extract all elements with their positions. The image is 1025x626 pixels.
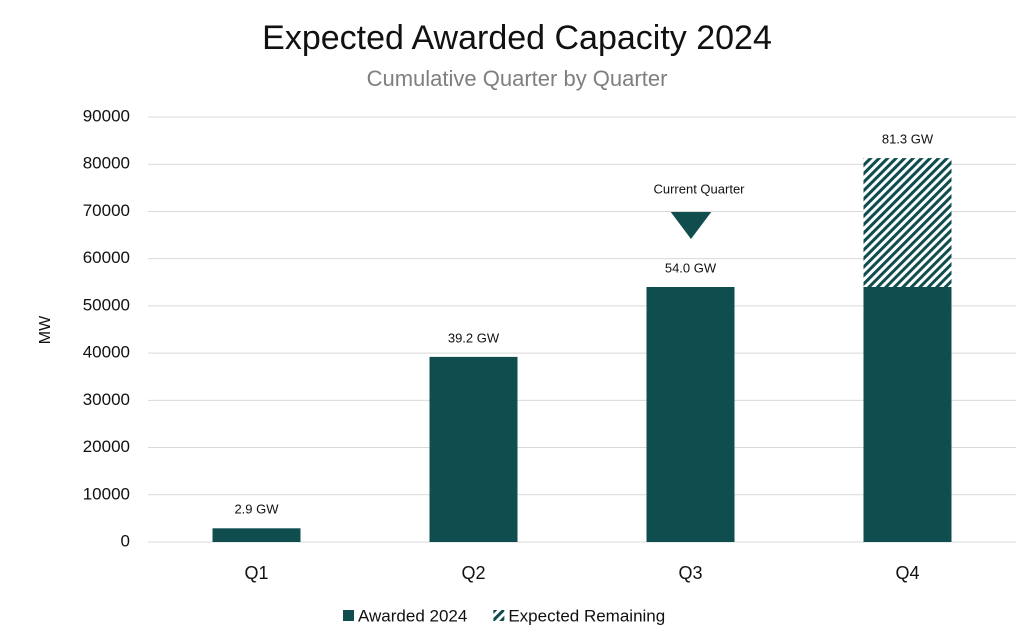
annotation: Current Quarter xyxy=(653,181,745,196)
bar-segment xyxy=(863,158,952,287)
y-axis-label: MW xyxy=(37,315,54,344)
chart-subtitle: Cumulative Quarter by Quarter xyxy=(367,66,668,91)
y-tick-label: 20000 xyxy=(83,437,130,456)
x-tick-label: Q2 xyxy=(461,563,485,583)
y-tick-label: 0 xyxy=(121,531,130,550)
legend-label: Expected Remaining xyxy=(508,606,665,625)
y-tick-label: 50000 xyxy=(83,295,130,314)
y-tick-label: 10000 xyxy=(83,484,130,503)
chart-title: Expected Awarded Capacity 2024 xyxy=(262,19,772,57)
bar-segment xyxy=(212,528,301,542)
legend-label: Awarded 2024 xyxy=(358,606,467,625)
x-tick-label: Q4 xyxy=(895,563,919,583)
y-tick-label: 40000 xyxy=(83,343,130,362)
data-label: 39.2 GW xyxy=(448,330,500,345)
data-label: 81.3 GW xyxy=(882,132,934,147)
x-tick-label: Q1 xyxy=(244,563,268,583)
x-tick-label: Q3 xyxy=(678,563,702,583)
y-tick-label: 60000 xyxy=(83,248,130,267)
bar-segment xyxy=(646,287,735,542)
bar-segment xyxy=(429,356,518,542)
y-tick-label: 30000 xyxy=(83,390,130,409)
y-tick-label: 80000 xyxy=(83,154,130,173)
legend-swatch xyxy=(493,610,505,621)
y-tick-label: 70000 xyxy=(83,201,130,220)
data-label: 2.9 GW xyxy=(234,502,279,517)
y-tick-label: 90000 xyxy=(83,106,130,125)
legend-swatch xyxy=(343,610,354,621)
bar-segment xyxy=(863,287,952,542)
annotation-marker xyxy=(670,211,712,239)
data-label: 54.0 GW xyxy=(665,260,717,275)
